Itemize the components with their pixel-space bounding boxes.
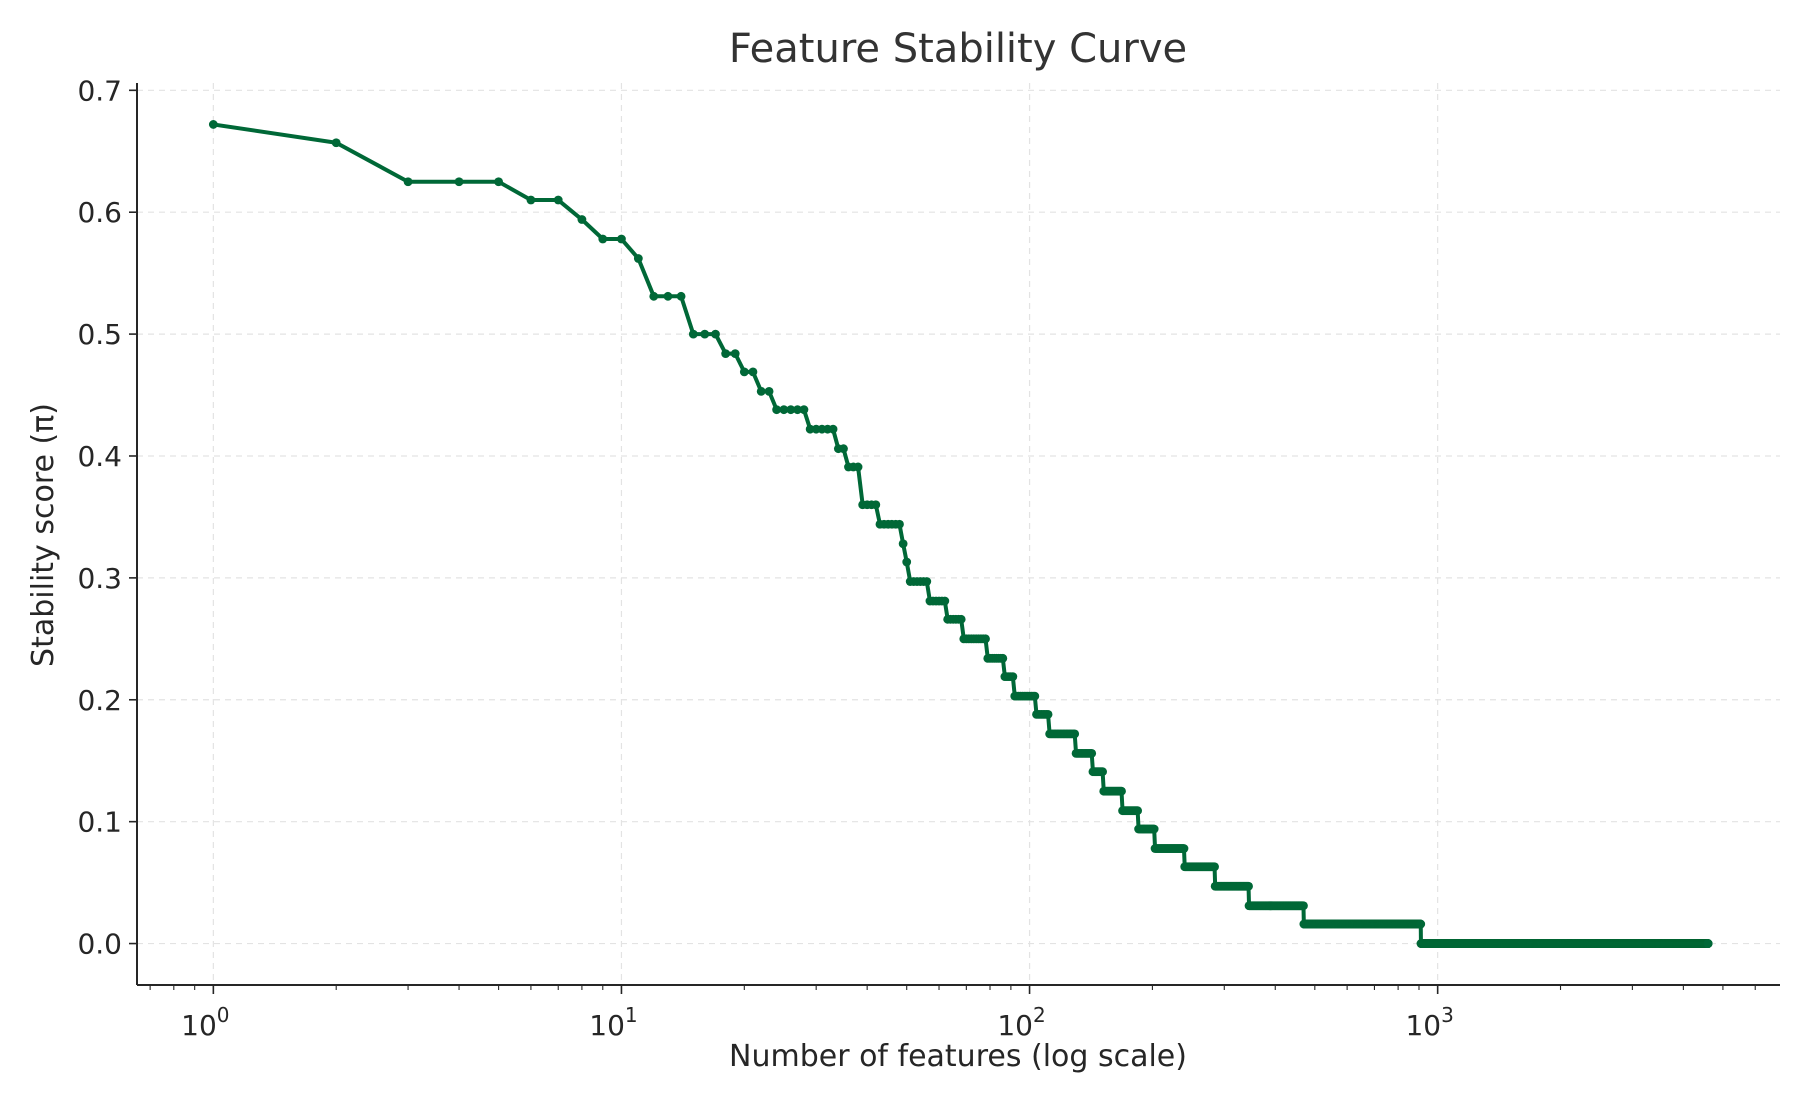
- data-point: [1416, 919, 1426, 929]
- data-point: [663, 291, 673, 301]
- data-point: [956, 614, 966, 624]
- data-point: [1149, 824, 1159, 834]
- data-point: [553, 195, 563, 205]
- data-point: [208, 120, 218, 129]
- x-tick-label: 100: [181, 1003, 229, 1042]
- data-point: [1117, 786, 1126, 796]
- data-point: [922, 577, 932, 586]
- ticks: 0.0 0.1 0.2 0.3 0.4 0.5 0.6 0.7 100 101 102 103: [77, 74, 1756, 1042]
- data-point: [598, 234, 608, 244]
- data-point: [828, 424, 838, 434]
- data-point: [700, 329, 710, 339]
- data-point: [779, 405, 789, 415]
- data-point: [1070, 729, 1080, 739]
- x-tick-label: 101: [589, 1003, 637, 1042]
- data-point: [403, 177, 413, 187]
- data-point: [898, 539, 908, 549]
- y-tick-label: 0.4: [77, 440, 122, 473]
- data-point: [756, 386, 766, 396]
- data-point: [1299, 901, 1308, 911]
- data-point: [676, 291, 686, 301]
- data-point: [748, 367, 758, 377]
- series-line: [211, 122, 1711, 946]
- data-point: [331, 138, 341, 148]
- y-tick-label: 0.0: [77, 928, 122, 961]
- data-point: [494, 177, 503, 187]
- data-point: [839, 444, 848, 454]
- x-axis-label: Number of features (log scale): [729, 1039, 1187, 1074]
- data-point: [1087, 749, 1097, 758]
- data-point: [895, 519, 904, 529]
- data-point: [1244, 881, 1253, 891]
- data-point: [772, 405, 782, 415]
- data-point: [799, 405, 809, 415]
- y-tick-label: 0.6: [77, 196, 122, 229]
- data-point: [454, 177, 464, 187]
- data-point: [1098, 767, 1107, 777]
- data-point: [730, 349, 740, 358]
- data-point: [853, 462, 863, 472]
- data-point: [649, 291, 659, 301]
- data-point: [1179, 844, 1189, 853]
- gridlines: [137, 83, 1780, 985]
- x-tick-label: 103: [1405, 1003, 1453, 1042]
- data-point: [1210, 862, 1219, 872]
- y-axis-label: Stability score (π): [26, 403, 61, 667]
- data-point: [793, 405, 802, 415]
- y-tick-label: 0.7: [77, 74, 122, 107]
- chart-title: Feature Stability Curve: [729, 26, 1187, 72]
- y-tick-label: 0.5: [77, 318, 122, 351]
- x-tick-label: 102: [997, 1003, 1045, 1042]
- data-point: [721, 349, 731, 358]
- y-tick-label: 0.1: [77, 806, 122, 839]
- data-point: [711, 329, 720, 339]
- data-point: [786, 405, 796, 415]
- data-point: [688, 329, 698, 339]
- data-point: [1043, 710, 1053, 719]
- data-point: [617, 234, 626, 244]
- data-point: [940, 596, 950, 606]
- data-point: [902, 557, 912, 567]
- data-point: [871, 500, 881, 510]
- data-point: [1008, 672, 1018, 682]
- data-point: [526, 195, 536, 205]
- data-point: [764, 386, 774, 396]
- data-point: [998, 653, 1008, 663]
- data-point: [577, 215, 587, 224]
- data-point: [633, 254, 643, 263]
- data-point: [739, 367, 749, 377]
- data-point: [1030, 691, 1040, 701]
- series-layer: [208, 120, 1713, 948]
- data-point: [1703, 939, 1713, 948]
- y-tick-label: 0.3: [77, 562, 122, 595]
- data-point: [981, 634, 990, 644]
- y-tick-label: 0.2: [77, 684, 122, 717]
- axes: [136, 83, 1780, 986]
- data-point: [1133, 806, 1143, 816]
